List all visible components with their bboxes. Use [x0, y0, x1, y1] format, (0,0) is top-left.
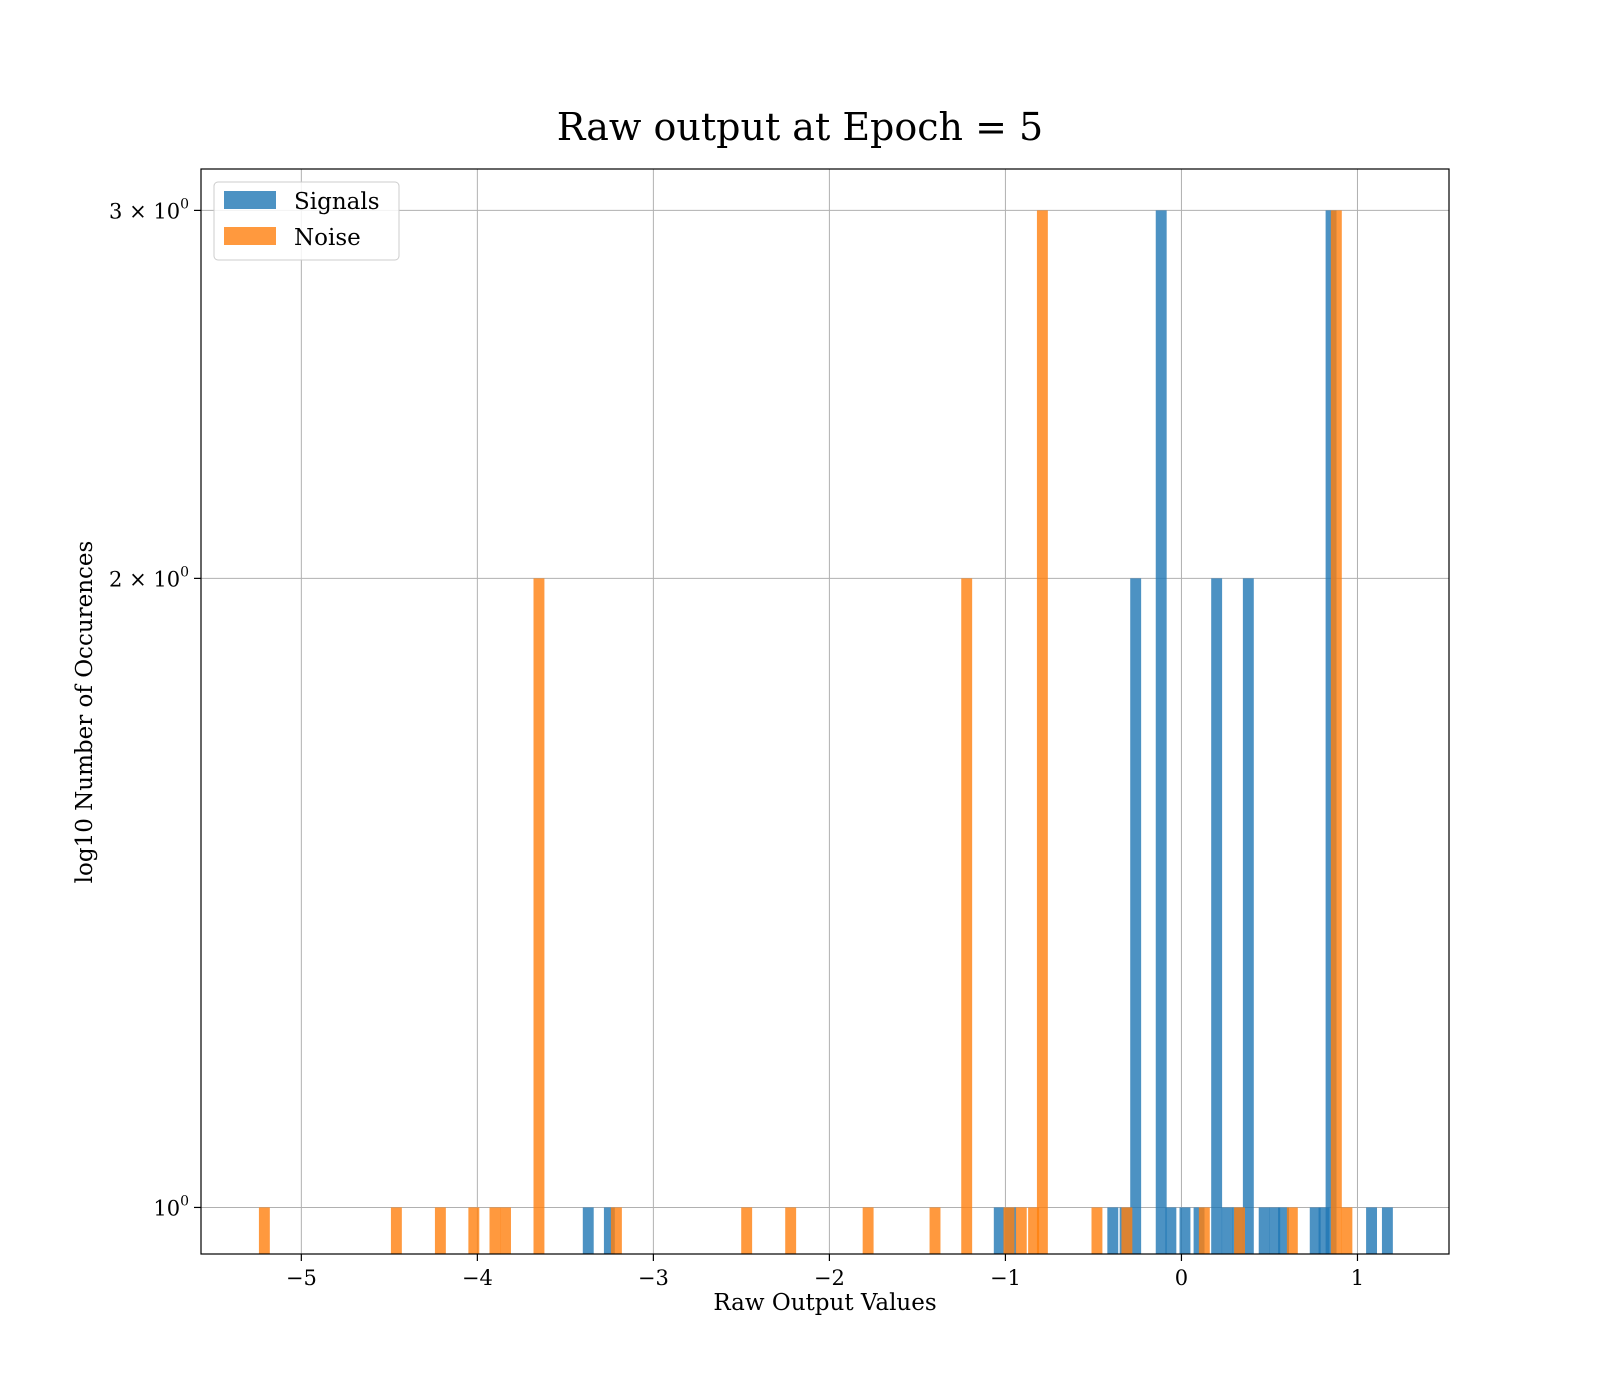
bar-signals — [1318, 1207, 1330, 1254]
bar-signals — [1269, 1207, 1281, 1254]
grid-lines — [201, 169, 1449, 1254]
series-noise — [258, 210, 1353, 1255]
bar-noise — [1028, 1207, 1040, 1254]
bar-noise — [1121, 1207, 1133, 1254]
y-tick-label-base: 3 × 10 — [109, 199, 180, 223]
bar-noise — [500, 1207, 511, 1254]
bar-signals — [1211, 578, 1223, 1254]
y-tick-label-exponent: 0 — [180, 564, 189, 580]
x-tick-label: −3 — [638, 1266, 669, 1290]
bars — [258, 210, 1393, 1255]
bar-noise — [961, 578, 973, 1254]
y-tick-label: 2 × 100 — [109, 564, 189, 591]
bar-noise — [862, 1207, 874, 1254]
y-tick-label-exponent: 0 — [180, 196, 189, 212]
legend: Signals Noise — [213, 181, 400, 261]
bar-noise — [929, 1207, 941, 1254]
legend-label-signals: Signals — [294, 189, 380, 215]
y-tick-label: 100 — [153, 1193, 189, 1220]
bar-noise — [258, 1207, 270, 1254]
bar-noise — [1015, 1207, 1027, 1254]
x-axis-label: Raw Output Values — [713, 1290, 936, 1316]
bar-noise — [1286, 1207, 1298, 1254]
bar-noise — [785, 1207, 797, 1254]
legend-swatch-noise — [224, 227, 276, 245]
bar-signals — [1130, 578, 1142, 1254]
legend-swatch-signals — [224, 191, 276, 209]
bar-signals — [1179, 1207, 1191, 1254]
bar-signals — [1165, 1207, 1177, 1254]
bar-signals — [1381, 1207, 1393, 1254]
bar-noise — [489, 1207, 501, 1254]
y-tick-label: 3 × 100 — [109, 196, 189, 223]
x-tick-label: −2 — [814, 1266, 845, 1290]
bar-signals — [603, 1207, 615, 1254]
bar-noise — [1091, 1207, 1103, 1254]
bar-noise — [468, 1207, 480, 1254]
bar-signals — [1309, 1207, 1321, 1254]
x-tick-label: 1 — [1351, 1266, 1364, 1290]
bar-signals — [993, 1207, 1005, 1254]
bar-noise — [610, 1207, 622, 1254]
bar-signals — [1278, 1207, 1289, 1254]
bar-signals — [1242, 578, 1254, 1254]
bar-signals — [582, 1207, 594, 1254]
plot-frame — [200, 168, 1450, 1255]
x-tick-label: 0 — [1175, 1266, 1188, 1290]
legend-label-noise: Noise — [294, 225, 361, 251]
bar-signals — [1221, 1207, 1233, 1254]
bar-noise — [1003, 1207, 1015, 1254]
y-tick-label-exponent: 0 — [180, 1193, 189, 1209]
bar-signals — [1366, 1207, 1378, 1254]
x-tick-label: −5 — [286, 1266, 317, 1290]
bar-noise — [434, 1207, 446, 1254]
bar-noise — [1341, 1207, 1353, 1254]
bar-noise — [1036, 210, 1048, 1255]
bar-noise — [1198, 1207, 1210, 1254]
bar-signals — [1107, 1207, 1119, 1254]
bar-noise — [1330, 210, 1342, 1255]
y-tick-label-base: 10 — [153, 1196, 180, 1220]
bar-noise — [1234, 1207, 1245, 1254]
y-tick-label-base: 2 × 10 — [109, 567, 180, 591]
x-tick-label: −1 — [990, 1266, 1021, 1290]
x-axis-ticks: −5 −4 −3 −2 −1 0 1 — [286, 1254, 1364, 1290]
x-tick-label: −4 — [462, 1266, 493, 1290]
bar-signals — [1155, 210, 1167, 1255]
chart-title: Raw output at Epoch = 5 — [557, 105, 1043, 149]
bar-signals — [1258, 1207, 1270, 1254]
bar-noise — [533, 578, 545, 1254]
bar-noise — [390, 1207, 402, 1254]
y-axis-label: log10 Number of Occurences — [72, 541, 98, 884]
bar-noise — [741, 1207, 753, 1254]
